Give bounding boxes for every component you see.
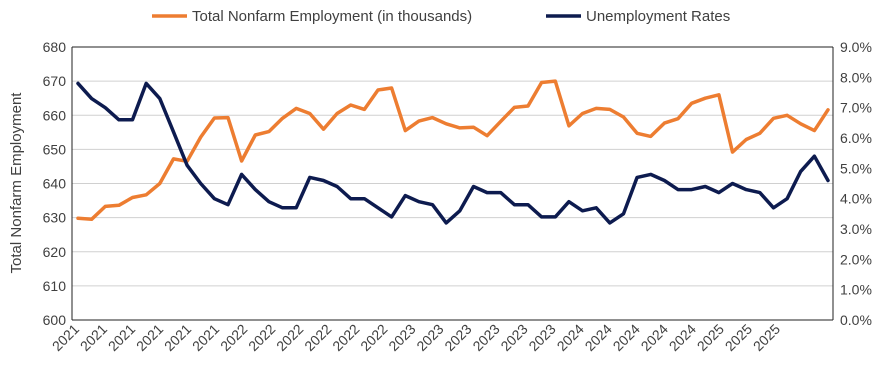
x-tick-label: 2022 xyxy=(329,321,362,354)
x-tick-label: 2023 xyxy=(385,321,418,354)
x-tick-label: 2023 xyxy=(497,321,530,354)
x-axis-ticks: 2021202120212021202120212022202220222022… xyxy=(49,321,783,354)
right-tick-label: 2.0% xyxy=(840,251,872,267)
right-tick-label: 3.0% xyxy=(840,221,872,237)
x-tick-label: 2022 xyxy=(273,321,306,354)
x-tick-label: 2025 xyxy=(722,321,755,354)
legend: Total Nonfarm Employment (in thousands) … xyxy=(152,8,730,25)
left-tick-label: 640 xyxy=(43,176,67,192)
right-axis-ticks: 0.0% 1.0% 2.0% 3.0% 4.0% 5.0% 6.0% 7.0% 8.0% 9.0% xyxy=(840,39,872,328)
x-tick-label: 2023 xyxy=(413,321,446,354)
x-tick-label: 2021 xyxy=(133,321,166,354)
x-tick-label: 2021 xyxy=(189,321,222,354)
left-tick-label: 660 xyxy=(43,107,67,123)
left-tick-label: 670 xyxy=(43,73,67,89)
x-tick-label: 2023 xyxy=(441,321,474,354)
x-tick-label: 2024 xyxy=(610,321,643,354)
x-tick-label: 2024 xyxy=(638,321,671,354)
right-tick-label: 0.0% xyxy=(840,312,872,328)
series-lines xyxy=(76,79,830,225)
right-tick-label: 6.0% xyxy=(840,130,872,146)
legend-label-unemployment: Unemployment Rates xyxy=(586,8,730,25)
x-tick-label: 2024 xyxy=(666,321,699,354)
x-tick-label: 2022 xyxy=(357,321,390,354)
right-tick-label: 5.0% xyxy=(840,160,872,176)
x-tick-label: 2024 xyxy=(582,321,615,354)
right-tick-label: 7.0% xyxy=(840,100,872,116)
series-line-employment xyxy=(76,79,830,222)
series-line-unemployment xyxy=(76,81,830,225)
x-tick-label: 2021 xyxy=(105,321,138,354)
x-tick-label: 2021 xyxy=(161,321,194,354)
x-tick-label: 2025 xyxy=(750,321,783,354)
gridlines xyxy=(72,80,833,287)
x-tick-label: 2022 xyxy=(245,321,278,354)
legend-label-employment: Total Nonfarm Employment (in thousands) xyxy=(192,8,472,25)
right-tick-label: 4.0% xyxy=(840,191,872,207)
x-tick-label: 2022 xyxy=(217,321,250,354)
x-tick-label: 2023 xyxy=(469,321,502,354)
left-tick-label: 620 xyxy=(43,244,67,260)
left-tick-label: 600 xyxy=(43,312,67,328)
left-tick-label: 610 xyxy=(43,278,67,294)
left-axis-ticks: 600 610 620 630 640 650 660 670 680 xyxy=(43,39,67,328)
left-tick-label: 650 xyxy=(43,141,67,157)
left-tick-label: 680 xyxy=(43,39,67,55)
x-tick-label: 2024 xyxy=(553,321,586,354)
x-tick-label: 2025 xyxy=(694,321,727,354)
x-tick-label: 2022 xyxy=(301,321,334,354)
right-tick-label: 8.0% xyxy=(840,69,872,85)
y-axis-title: Total Nonfarm Employment xyxy=(8,92,25,274)
right-tick-label: 1.0% xyxy=(840,282,872,298)
left-tick-label: 630 xyxy=(43,210,67,226)
x-tick-label: 2023 xyxy=(525,321,558,354)
x-tick-label: 2021 xyxy=(77,321,110,354)
right-tick-label: 9.0% xyxy=(840,39,872,55)
